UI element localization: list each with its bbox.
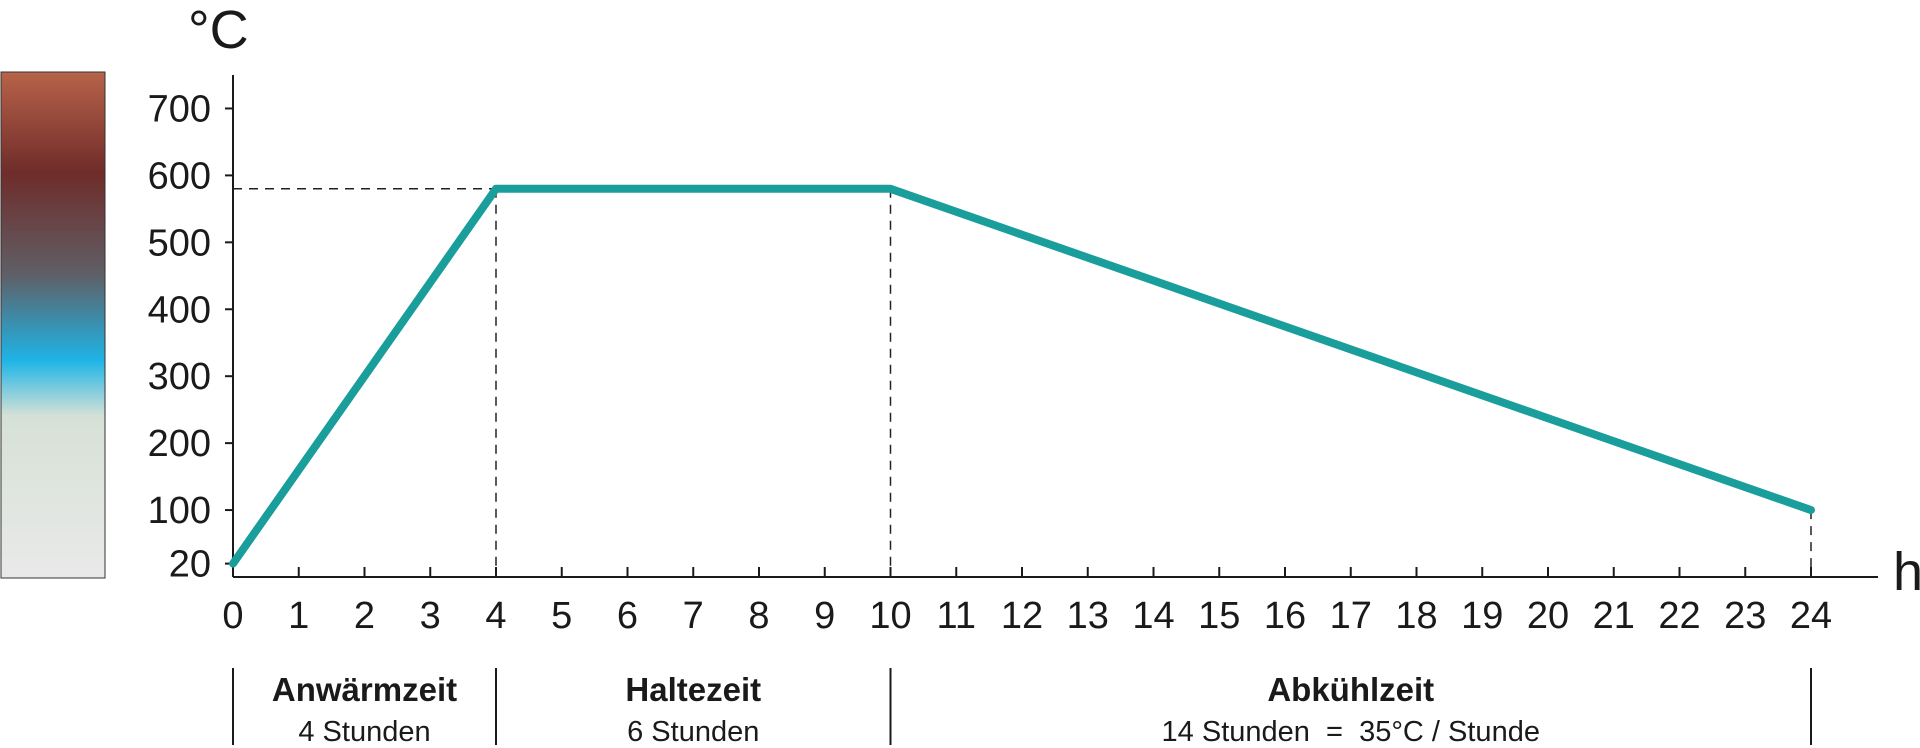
phase-title: Anwärmzeit xyxy=(272,671,457,708)
x-tick-label: 12 xyxy=(1001,595,1043,637)
x-tick-label: 0 xyxy=(222,595,243,637)
x-tick-label: 23 xyxy=(1724,595,1766,637)
x-tick-label: 1 xyxy=(288,595,309,637)
x-tick-label: 16 xyxy=(1264,595,1306,637)
x-axis-ticks: 0 1 2 3 4 5 6 7 8 9 10 11 12 13 14 15 16 17 18 19 20 21 22 23 24 xyxy=(222,567,1832,637)
phase-title: Abkühlzeit xyxy=(1267,671,1434,708)
x-tick-label: 17 xyxy=(1330,595,1372,637)
y-tick-label: 600 xyxy=(148,155,211,197)
x-tick-label: 11 xyxy=(937,595,976,637)
series-layer xyxy=(229,184,1815,568)
x-tick-label: 4 xyxy=(485,595,506,637)
x-tick-label: 20 xyxy=(1527,595,1569,637)
y-tick-label: 200 xyxy=(148,423,211,465)
x-tick-label: 19 xyxy=(1461,595,1503,637)
x-tick-label: 18 xyxy=(1395,595,1437,637)
y-tick-label: 20 xyxy=(169,544,211,586)
x-tick-label: 21 xyxy=(1593,595,1635,637)
phase-subtitle: 6 Stunden xyxy=(627,716,759,748)
reference-lines xyxy=(233,188,1812,577)
x-tick-label: 24 xyxy=(1790,595,1832,637)
series-line xyxy=(229,184,1815,568)
y-axis-unit: °C xyxy=(188,0,249,60)
x-tick-label: 3 xyxy=(420,595,441,637)
x-tick-label: 2 xyxy=(354,595,375,637)
x-tick-label: 10 xyxy=(869,595,911,637)
x-tick-label: 5 xyxy=(551,595,572,637)
x-tick-label: 6 xyxy=(617,595,638,637)
x-tick-label: 13 xyxy=(1067,595,1109,637)
y-tick-label: 500 xyxy=(148,222,211,264)
temperature-color-scale xyxy=(0,71,106,579)
y-axis-ticks: 20 100 200 300 400 500 600 700 xyxy=(148,88,233,586)
x-axis-unit: h xyxy=(1893,542,1920,602)
y-tick-label: 700 xyxy=(148,88,211,130)
x-tick-label: 8 xyxy=(748,595,769,637)
x-tick-label: 22 xyxy=(1658,595,1700,637)
phase-annotations: Anwärmzeit 4 Stunden Haltezeit 6 Stunden Abk… xyxy=(232,668,1812,748)
y-tick-label: 100 xyxy=(148,490,211,532)
phase-subtitle: 4 Stunden xyxy=(298,716,430,748)
x-tick-label: 15 xyxy=(1198,595,1240,637)
x-tick-label: 9 xyxy=(814,595,835,637)
y-tick-label: 300 xyxy=(148,356,211,398)
phase-title: Haltezeit xyxy=(625,671,761,708)
x-tick-label: 14 xyxy=(1132,595,1174,637)
x-tick-label: 7 xyxy=(683,595,704,637)
phase-subtitle: 14 Stunden = 35°C / Stunde xyxy=(1162,716,1540,748)
y-tick-label: 400 xyxy=(148,289,211,331)
